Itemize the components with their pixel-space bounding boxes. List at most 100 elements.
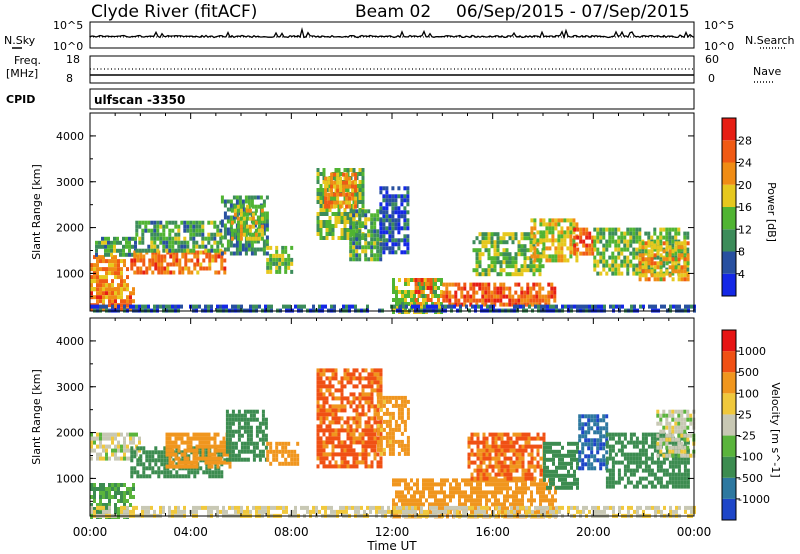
velocity-cell xyxy=(521,432,525,437)
velocity-cell xyxy=(400,431,404,436)
power-cell xyxy=(349,225,353,230)
power-cell xyxy=(334,220,338,224)
power-cell xyxy=(177,244,181,249)
power-cell xyxy=(319,236,323,240)
power-cell xyxy=(487,252,491,257)
velocity-cell xyxy=(349,404,353,409)
velocity-cell xyxy=(193,446,197,451)
power-cell xyxy=(111,279,114,284)
power-cell xyxy=(120,299,123,304)
power-cell xyxy=(183,228,187,233)
velocity-cell xyxy=(186,464,190,469)
power-cell xyxy=(632,235,636,240)
power-cell xyxy=(563,242,567,247)
power-cell xyxy=(96,259,99,264)
power-cell xyxy=(388,218,392,223)
power-cell xyxy=(172,254,176,259)
velocity-cell xyxy=(431,478,434,483)
velocity-cell xyxy=(536,490,539,495)
power-cell xyxy=(414,286,418,290)
power-cell xyxy=(196,262,200,267)
power-cell xyxy=(249,304,252,309)
power-cell xyxy=(195,304,198,309)
velocity-cell xyxy=(154,446,158,451)
power-cell xyxy=(373,225,377,230)
power-cell xyxy=(422,294,425,298)
power-cell xyxy=(333,204,337,209)
power-cell xyxy=(442,294,446,299)
velocity-cell xyxy=(587,426,591,431)
velocity-cell xyxy=(407,498,410,503)
power-cell xyxy=(241,203,245,208)
power-cell xyxy=(410,278,413,282)
power-cell xyxy=(656,245,660,250)
velocity-cell xyxy=(228,429,232,434)
velocity-cell xyxy=(154,470,158,475)
power-cell xyxy=(250,251,254,256)
velocity-cell xyxy=(509,448,513,453)
power-cell xyxy=(514,272,518,277)
power-cell xyxy=(554,246,558,251)
velocity-cell xyxy=(376,388,380,393)
velocity-cell xyxy=(590,454,594,459)
power-cell xyxy=(656,261,660,266)
velocity-cell xyxy=(573,449,576,454)
power-cell xyxy=(282,304,285,309)
power-cell xyxy=(219,232,223,237)
power-cell xyxy=(686,261,690,266)
power-cell xyxy=(520,264,524,269)
power-cell xyxy=(223,270,227,275)
velocity-cell xyxy=(246,445,250,450)
velocity-cell xyxy=(349,452,353,457)
power-cell xyxy=(90,283,93,288)
power-cell xyxy=(642,304,645,309)
power-cell xyxy=(175,262,179,267)
velocity-cell xyxy=(515,456,519,461)
power-cell xyxy=(445,282,449,287)
power-cell xyxy=(505,256,509,261)
velocity-cell xyxy=(340,416,344,421)
power-cell xyxy=(566,246,570,251)
velocity-cell xyxy=(406,439,410,444)
power-heatmap xyxy=(90,168,696,314)
power-cell xyxy=(358,221,362,226)
power-cell xyxy=(395,290,398,294)
velocity-cell xyxy=(178,474,182,479)
power-cell xyxy=(364,249,368,254)
power-cell xyxy=(336,196,340,201)
velocity-cell xyxy=(476,452,480,457)
power-cell xyxy=(413,294,416,298)
velocity-cell xyxy=(154,450,158,455)
velocity-cell xyxy=(578,414,582,419)
power-cell xyxy=(656,265,660,270)
velocity-cell xyxy=(195,460,199,465)
velocity-cell xyxy=(485,436,489,441)
power-cell xyxy=(199,250,203,255)
power-cell xyxy=(328,228,332,232)
velocity-cell xyxy=(249,449,253,454)
power-cell xyxy=(163,270,167,275)
velocity-cell xyxy=(388,399,392,404)
velocity-cell xyxy=(193,474,197,479)
power-cell xyxy=(641,247,645,252)
velocity-cell xyxy=(428,486,431,491)
power-cell xyxy=(201,232,205,237)
power-cell xyxy=(484,248,488,253)
power-cell xyxy=(596,247,600,252)
power-cell xyxy=(232,251,236,256)
power-cell xyxy=(138,304,141,309)
power-cell xyxy=(107,244,110,249)
power-cell xyxy=(108,259,111,264)
power-cell xyxy=(677,273,681,278)
velocity-cell xyxy=(410,486,413,491)
power-cell xyxy=(588,235,592,240)
velocity-cell xyxy=(138,440,141,445)
velocity-cell xyxy=(558,453,561,458)
power-cell xyxy=(226,219,230,224)
power-cell xyxy=(394,202,398,207)
velocity-cell xyxy=(376,408,380,413)
power-cell xyxy=(469,294,473,299)
power-cell xyxy=(596,231,600,236)
velocity-cell xyxy=(564,473,567,478)
power-cell xyxy=(229,223,233,228)
